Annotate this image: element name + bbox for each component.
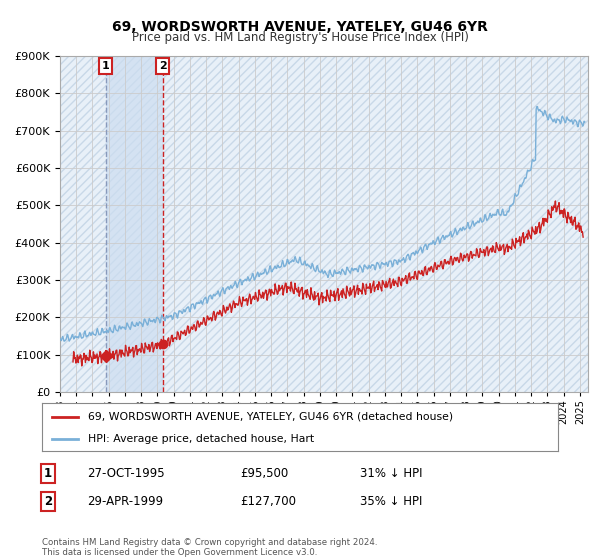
Text: 27-OCT-1995: 27-OCT-1995 (87, 466, 164, 480)
Text: 69, WORDSWORTH AVENUE, YATELEY, GU46 6YR (detached house): 69, WORDSWORTH AVENUE, YATELEY, GU46 6YR… (88, 412, 454, 422)
Text: 31% ↓ HPI: 31% ↓ HPI (360, 466, 422, 480)
Bar (106, 56, 163, 392)
Text: Contains HM Land Registry data © Crown copyright and database right 2024.
This d: Contains HM Land Registry data © Crown c… (42, 538, 377, 557)
Text: 2: 2 (44, 494, 52, 508)
Text: 29-APR-1999: 29-APR-1999 (87, 494, 163, 508)
Text: 2: 2 (159, 61, 167, 71)
Text: 1: 1 (102, 61, 110, 71)
Text: 35% ↓ HPI: 35% ↓ HPI (360, 494, 422, 508)
Text: 1: 1 (44, 466, 52, 480)
Text: 69, WORDSWORTH AVENUE, YATELEY, GU46 6YR: 69, WORDSWORTH AVENUE, YATELEY, GU46 6YR (112, 20, 488, 34)
Text: Price paid vs. HM Land Registry's House Price Index (HPI): Price paid vs. HM Land Registry's House … (131, 31, 469, 44)
Text: £95,500: £95,500 (240, 466, 288, 480)
Text: £127,700: £127,700 (240, 494, 296, 508)
Text: HPI: Average price, detached house, Hart: HPI: Average price, detached house, Hart (88, 434, 314, 444)
